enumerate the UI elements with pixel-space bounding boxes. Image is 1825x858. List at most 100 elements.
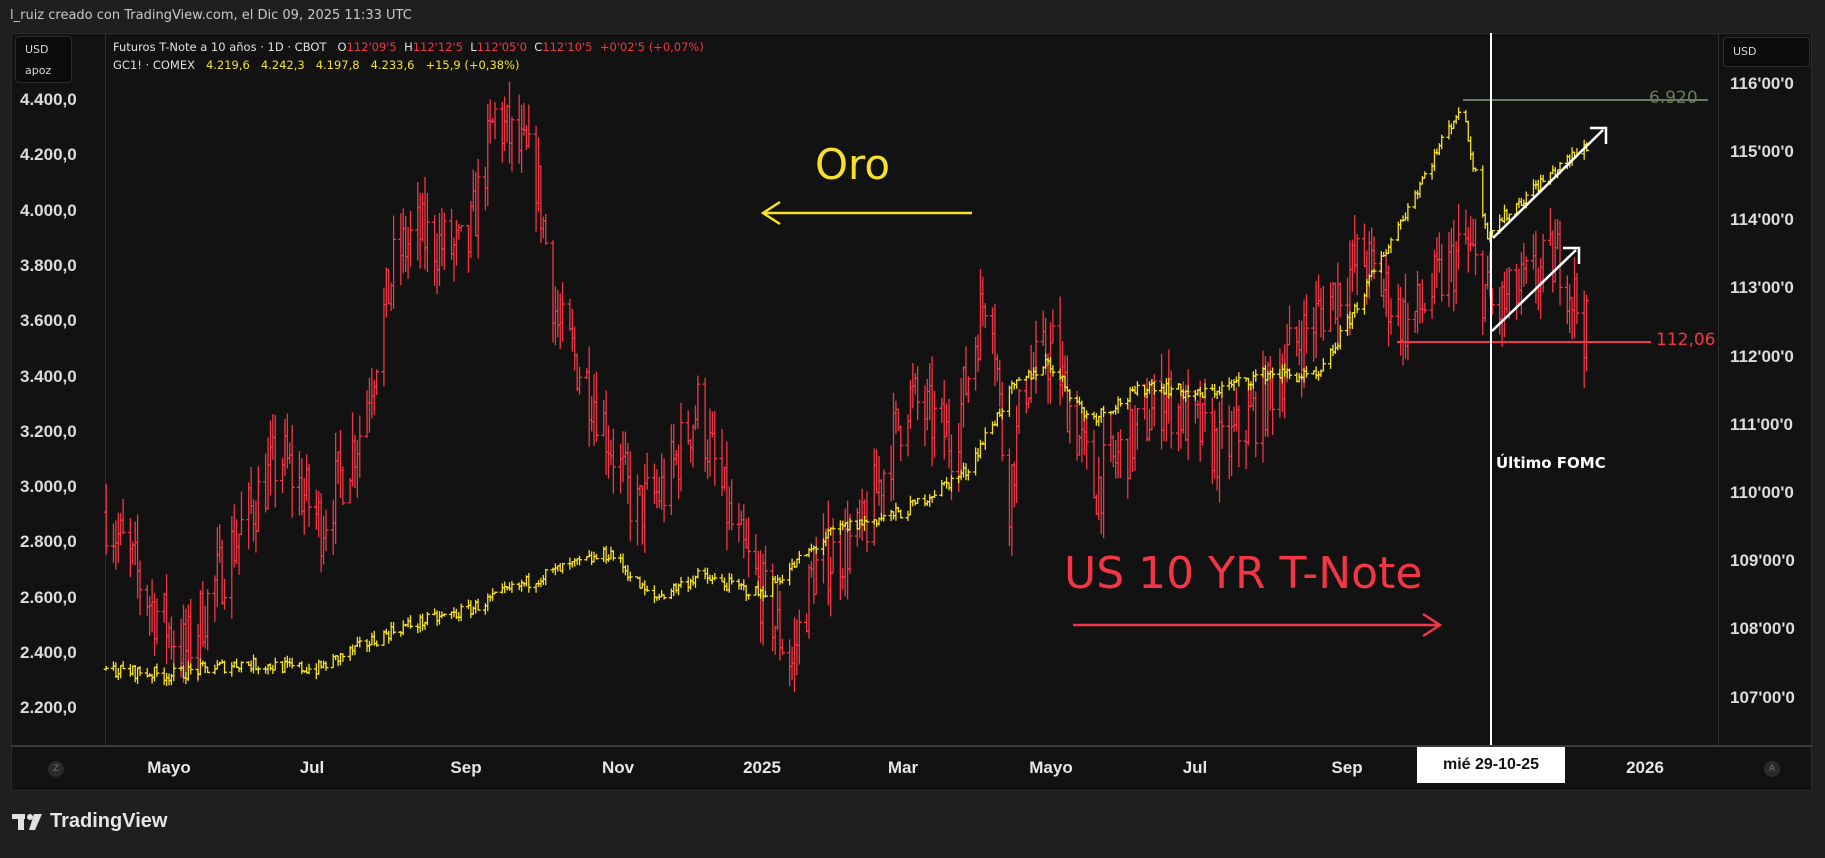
gold-bar [436, 611, 442, 625]
gold-bar [695, 567, 701, 579]
gold-bar [400, 620, 406, 636]
tnote-bar [217, 524, 223, 563]
tnote-bar [1506, 267, 1512, 319]
tnote-bar [1149, 379, 1155, 431]
gold-bar [388, 622, 394, 641]
tnote-trend-arrow[interactable] [1491, 246, 1581, 332]
tnote-annotation[interactable]: US 10 YR T-Note [1064, 548, 1423, 599]
log-scale-toggle[interactable]: Z [48, 761, 64, 777]
gold-annotation[interactable]: Oro [815, 140, 891, 189]
tnote-bar [1219, 395, 1225, 449]
tnote-bar [743, 518, 749, 549]
tnote-bar [492, 101, 498, 140]
tnote-bar [1113, 439, 1119, 479]
auto-scale-toggle[interactable]: A [1764, 761, 1780, 777]
gold-bar [492, 591, 498, 595]
gold-bar [526, 573, 532, 593]
gold-bar [1415, 190, 1421, 200]
tnote-bar [1320, 285, 1326, 341]
tnote-bar [330, 499, 336, 556]
tnote-bar [1226, 405, 1232, 480]
tnote-bar [1125, 438, 1131, 499]
tnote-bar [405, 226, 411, 279]
tnote-bar [721, 466, 727, 491]
tnote-bar [354, 440, 360, 498]
tnote-bar [238, 491, 244, 535]
tnote-bar [932, 390, 938, 458]
tnote-bar [1337, 282, 1343, 318]
tnote-bar [383, 267, 389, 318]
gold-bar [1270, 367, 1276, 379]
fomc-annotation[interactable]: Último FOMC [1496, 454, 1606, 472]
legend-tnote-name: Futuros T-Note a 10 años · 1D · CBOT [113, 40, 327, 54]
gold-bar [391, 621, 397, 635]
gold-bar [550, 567, 556, 574]
gold-bar [685, 576, 691, 592]
tnote-bar [127, 518, 133, 578]
gold-bar [1451, 120, 1457, 130]
gold-bar [1047, 357, 1053, 373]
tnote-bar [265, 437, 271, 510]
tnote-bar [726, 486, 732, 530]
gold-bar [183, 671, 189, 685]
gold-bar [415, 623, 421, 634]
gold-trend-arrow[interactable] [1492, 126, 1608, 239]
gold-arrow-left[interactable] [760, 200, 972, 226]
tnote-bar [557, 293, 563, 349]
tnote-bar [475, 158, 481, 259]
tnote-bar [929, 356, 935, 467]
tnote-bar [676, 444, 682, 500]
tnote-bar [212, 575, 218, 622]
tnote-bar [982, 303, 988, 329]
tnote-bar [381, 287, 387, 387]
tnote-bar [318, 493, 324, 573]
tnote-bar [591, 374, 597, 447]
gold-bar [1185, 385, 1191, 398]
tnote-bar [1400, 298, 1406, 366]
tradingview-logo[interactable]: TradingView [12, 810, 167, 833]
tnote-bar [813, 536, 819, 595]
gold-bar [787, 562, 793, 586]
tnote-bar [507, 81, 513, 164]
tnote-bar [1584, 294, 1590, 372]
legend-gold-close: 4.233,6 [370, 58, 415, 72]
tnote-bar [1146, 409, 1152, 442]
tnote-bar [280, 457, 286, 493]
gold-bar [688, 578, 694, 590]
tnote-bar [1161, 393, 1167, 442]
gold-bar [1378, 251, 1384, 273]
gold-bar [1282, 363, 1288, 377]
tnote-bar [1282, 344, 1288, 419]
tnote-bar [1417, 283, 1423, 324]
gold-bar [1330, 344, 1336, 357]
gold-bar [1468, 136, 1474, 160]
tnote-bar [1212, 410, 1218, 479]
left-price-axis[interactable]: USD apoz [11, 33, 106, 745]
left-unit-box[interactable]: USD apoz [15, 36, 72, 83]
tnote-arrow-right[interactable] [1073, 612, 1443, 638]
gold-bar [1303, 366, 1309, 378]
tnote-bar [456, 223, 462, 240]
gold-bar [161, 667, 167, 685]
gold-bar [1320, 358, 1326, 372]
tnote-bar [1303, 294, 1309, 354]
gold-bar [603, 545, 609, 564]
gold-bar [1516, 197, 1522, 209]
gold-bar [625, 564, 631, 582]
gold-bar [721, 577, 727, 591]
legend-close: 112'10'5 [542, 40, 593, 54]
gold-bar [982, 427, 988, 450]
time-axis[interactable]: Z A [11, 745, 1812, 791]
tnote-bar [1267, 356, 1273, 411]
gold-bar [113, 662, 119, 678]
right-price-axis[interactable]: USD [1718, 33, 1813, 745]
gold-bar [1279, 364, 1285, 384]
gold-bar [589, 551, 595, 566]
tnote-bar [197, 590, 203, 662]
gold-bar [1233, 376, 1239, 383]
tnote-bar [337, 429, 343, 499]
gold-bar [577, 555, 583, 566]
tnote-bar [1470, 218, 1476, 247]
right-unit-box[interactable]: USD [1723, 37, 1810, 67]
